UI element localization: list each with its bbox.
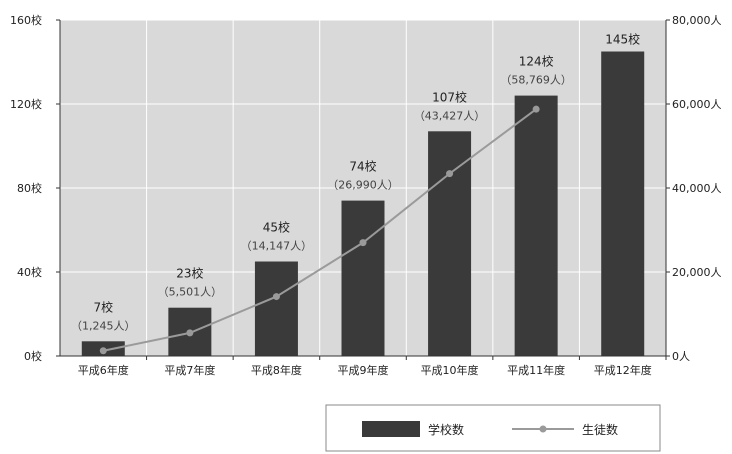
- x-tick-label: 平成6年度: [78, 363, 129, 377]
- x-tick-label: 平成7年度: [164, 363, 215, 377]
- line-point: [272, 293, 280, 301]
- line-value-label: （43,427人）: [414, 109, 486, 122]
- x-tick-label: 平成12年度: [594, 363, 652, 377]
- line-value-label: （26,990人）: [327, 179, 399, 192]
- bar: [428, 131, 472, 356]
- line-point: [359, 239, 367, 247]
- line-point: [186, 329, 194, 337]
- line-layer: [99, 105, 540, 355]
- y-right-tick-label: 0人: [672, 350, 690, 363]
- line-value-label: （14,147人）: [241, 240, 313, 253]
- line-series: [103, 108, 537, 352]
- line-value-label: （1,245人）: [71, 319, 136, 332]
- y-right-tick-label: 20,000人: [672, 266, 722, 279]
- label-layer: 7校 （1,245人） 23校 （5,501人） 45校 （14,147人） 74校 （26,…: [71, 32, 640, 333]
- bar: [601, 51, 645, 356]
- legend-line-marker: [539, 425, 547, 433]
- y-left-tick-label: 40校: [17, 265, 42, 279]
- legend: 学校数 生徒数: [325, 404, 661, 452]
- x-tick-label: 平成11年度: [507, 363, 565, 377]
- legend-line-label: 生徒数: [582, 422, 618, 437]
- line-value-label: （58,769人）: [500, 74, 572, 87]
- bar: [514, 95, 558, 356]
- y-right-tick-label: 60,000人: [672, 98, 722, 111]
- bar: [341, 200, 385, 356]
- bar-layer: [81, 51, 645, 356]
- axis-layer: 0校 0人 40校 20,000人 80校 40,000人 120校 60,000人 160校 8…: [10, 13, 722, 377]
- legend-bar-swatch: [362, 421, 420, 437]
- y-left-tick-label: 120校: [10, 97, 42, 111]
- bar-value-label: 74校: [349, 159, 376, 174]
- x-tick-label: 平成10年度: [421, 363, 479, 377]
- bar-value-label: 23校: [176, 266, 203, 281]
- line-value-label: （5,501人）: [158, 286, 223, 299]
- x-tick-label: 平成9年度: [338, 363, 389, 377]
- y-left-tick-label: 80校: [17, 181, 42, 195]
- bar: [254, 261, 298, 356]
- x-tick-label: 平成8年度: [251, 363, 302, 377]
- bar-value-label: 107校: [432, 89, 467, 104]
- y-right-tick-label: 80,000人: [672, 14, 722, 27]
- bar-value-label: 124校: [519, 54, 554, 69]
- y-right-tick-label: 40,000人: [672, 182, 722, 195]
- legend-bar-label: 学校数: [428, 422, 464, 437]
- line-point: [446, 170, 454, 178]
- bar-value-label: 45校: [263, 220, 290, 235]
- line-point: [532, 105, 540, 113]
- bar-value-label: 7校: [93, 299, 113, 314]
- y-left-tick-label: 160校: [10, 13, 42, 27]
- y-left-tick-label: 0校: [24, 349, 42, 363]
- line-point: [99, 347, 107, 355]
- bar-value-label: 145校: [605, 32, 640, 47]
